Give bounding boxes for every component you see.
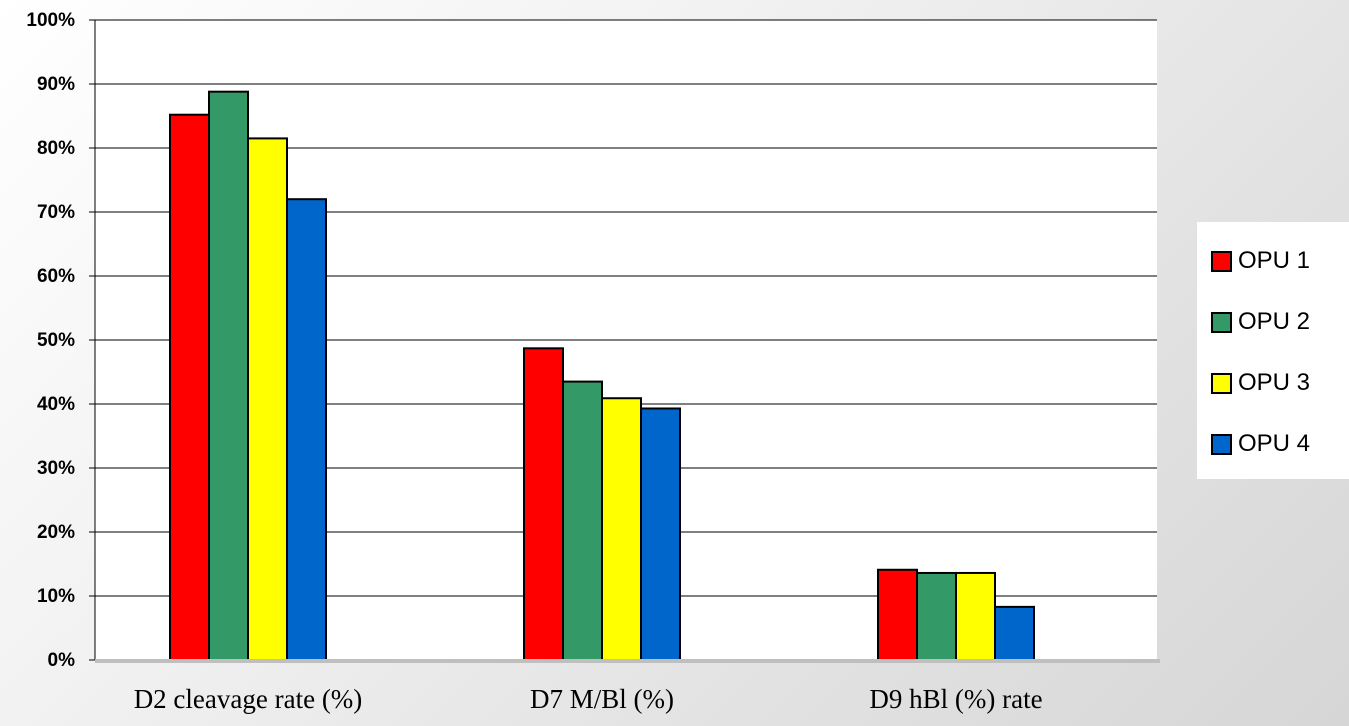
- legend-swatch-opu-2: [1211, 311, 1232, 333]
- y-tick-label: 50%: [37, 330, 75, 351]
- bar-opu-1: [523, 347, 564, 661]
- legend-label-opu-1: OPU 1: [1238, 247, 1311, 274]
- bar-opu-2: [562, 380, 603, 661]
- bar-opu-2: [208, 90, 249, 662]
- legend-swatch-opu-3: [1211, 372, 1232, 394]
- legend-item-opu-4: OPU 4: [1211, 428, 1310, 460]
- y-tick-label: 20%: [37, 522, 75, 543]
- legend-swatch-opu-1: [1211, 250, 1232, 272]
- x-category-label: D2 cleavage rate (%): [134, 684, 363, 714]
- y-tick-label: 0%: [48, 650, 76, 671]
- legend-item-opu-3: OPU 3: [1211, 367, 1310, 399]
- x-axis-line: [95, 659, 1160, 663]
- legend: OPU 1 OPU 2 OPU 3 OPU 4: [1197, 222, 1349, 479]
- y-tick-label: 10%: [37, 586, 75, 607]
- bar-opu-1: [877, 568, 918, 662]
- bar-opu-1: [169, 113, 210, 662]
- y-tick-label: 40%: [37, 394, 75, 415]
- bar-opu-4: [286, 198, 327, 661]
- bar-opu-3: [247, 137, 288, 661]
- bar-opu-2: [916, 571, 957, 662]
- legend-swatch-opu-4: [1211, 433, 1232, 455]
- legend-label-opu-2: OPU 2: [1238, 308, 1311, 335]
- y-tick-label: 80%: [37, 138, 75, 159]
- bar-opu-4: [640, 407, 681, 662]
- y-tick-label: 100%: [26, 10, 75, 31]
- y-tick-label: 70%: [37, 202, 75, 223]
- legend-item-opu-2: OPU 2: [1211, 306, 1310, 338]
- bar-opu-4: [994, 605, 1035, 662]
- x-category-label: D7 M/Bl (%): [530, 684, 674, 714]
- y-tick-label: 30%: [37, 458, 75, 479]
- legend-label-opu-3: OPU 3: [1238, 369, 1311, 396]
- y-tick-label: 90%: [37, 74, 75, 95]
- y-tick-label: 60%: [37, 266, 75, 287]
- legend-item-opu-1: OPU 1: [1211, 245, 1310, 277]
- bar-opu-3: [601, 397, 642, 661]
- bar-opu-3: [955, 571, 996, 662]
- x-category-label: D9 hBl (%) rate: [869, 684, 1042, 714]
- legend-label-opu-4: OPU 4: [1238, 430, 1311, 457]
